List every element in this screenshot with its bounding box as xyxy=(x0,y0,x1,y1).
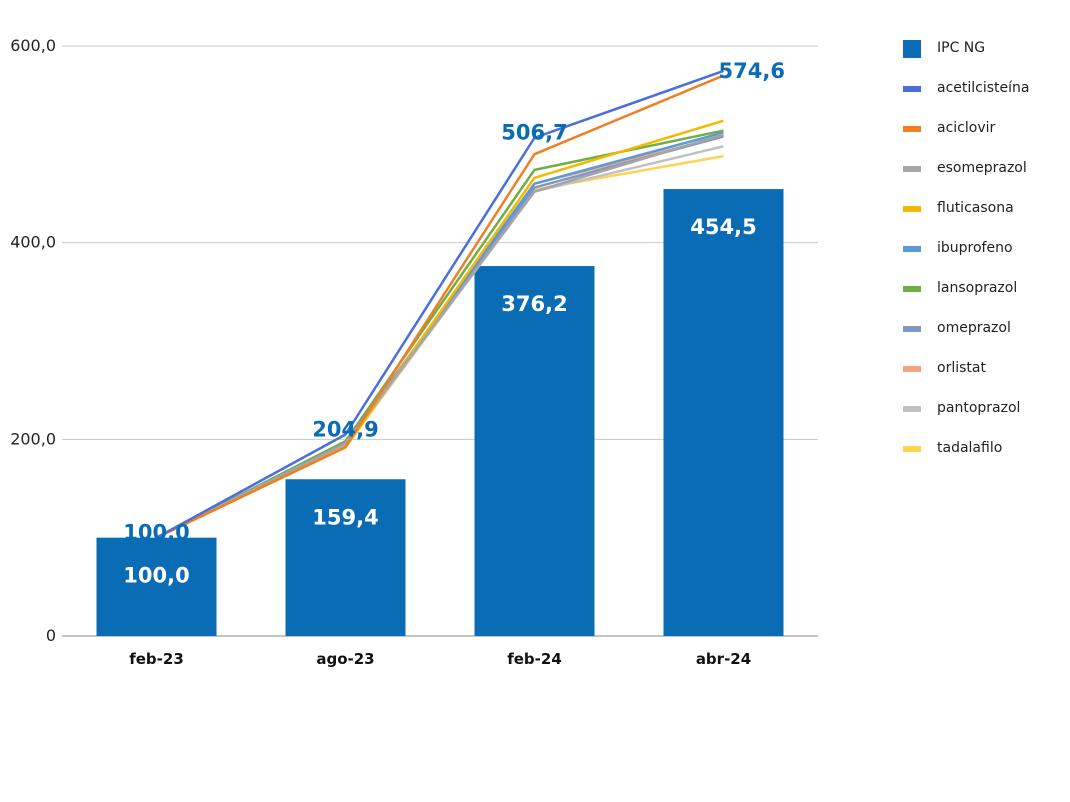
legend-label: tadalafilo xyxy=(937,440,1003,456)
legend-label: IPC NG xyxy=(937,40,986,56)
legend-swatch xyxy=(903,126,921,132)
line-series xyxy=(155,69,724,539)
y-tick-label: 0 xyxy=(46,626,56,645)
axes: 0 200,0 400,0 600,0 feb-23 ago-23 feb-24 abr-24 xyxy=(10,36,751,668)
series-line xyxy=(155,135,724,539)
legend-label: aciclovir xyxy=(937,120,996,136)
legend-swatch xyxy=(903,366,921,372)
x-tick-label: feb-24 xyxy=(507,650,562,668)
bar-value-label: 159,4 xyxy=(312,505,378,529)
bar-value-label: 100,0 xyxy=(123,564,189,588)
y-tick-label: 200,0 xyxy=(10,429,56,448)
series-line xyxy=(155,74,724,539)
bar-value-label: 454,5 xyxy=(690,215,756,239)
bar-value-label: 376,2 xyxy=(501,292,567,316)
legend-label: pantoprazol xyxy=(937,400,1021,416)
legend-swatch xyxy=(903,326,921,332)
bar xyxy=(96,537,217,636)
y-tick-label: 400,0 xyxy=(10,233,56,252)
x-tick-label: feb-23 xyxy=(129,650,184,668)
bar-series xyxy=(96,189,784,636)
series-line xyxy=(155,135,724,539)
legend-swatch xyxy=(903,286,921,292)
legend-label: orlistat xyxy=(937,360,986,376)
legend-label: esomeprazol xyxy=(937,160,1027,176)
line-value-label: 574,6 xyxy=(719,59,785,83)
series-line xyxy=(155,131,724,539)
legend-swatch xyxy=(903,166,921,172)
line-value-label: 204,9 xyxy=(312,418,378,442)
x-tick-label: ago-23 xyxy=(316,650,374,668)
legend-swatch xyxy=(903,206,921,212)
series-line xyxy=(155,133,724,539)
bar xyxy=(663,189,784,636)
legend-label: acetilcisteína xyxy=(937,80,1030,96)
bar xyxy=(285,479,406,636)
x-tick-label: abr-24 xyxy=(696,650,751,668)
series-line xyxy=(155,119,724,539)
legend-swatch xyxy=(903,86,921,92)
legend-swatch xyxy=(903,40,921,58)
legend-label: omeprazol xyxy=(937,320,1011,336)
legend-swatch xyxy=(903,246,921,252)
line-value-label: 100,0 xyxy=(123,521,189,545)
data-labels: 100,0 159,4 376,2 454,5 100,0 204,9 506,7 574,6 xyxy=(123,59,785,588)
series-line xyxy=(155,129,724,539)
legend-swatch xyxy=(903,446,921,452)
series-line xyxy=(155,69,724,539)
legend-label: fluticasona xyxy=(937,200,1014,216)
y-tick-label: 600,0 xyxy=(10,36,56,55)
series-line xyxy=(155,145,724,539)
legend-label: lansoprazol xyxy=(937,280,1018,296)
series-line xyxy=(155,154,724,539)
bar xyxy=(474,266,595,636)
line-value-label: 506,7 xyxy=(501,121,567,145)
legend-swatch xyxy=(903,406,921,412)
legend-label: ibuprofeno xyxy=(937,240,1013,256)
